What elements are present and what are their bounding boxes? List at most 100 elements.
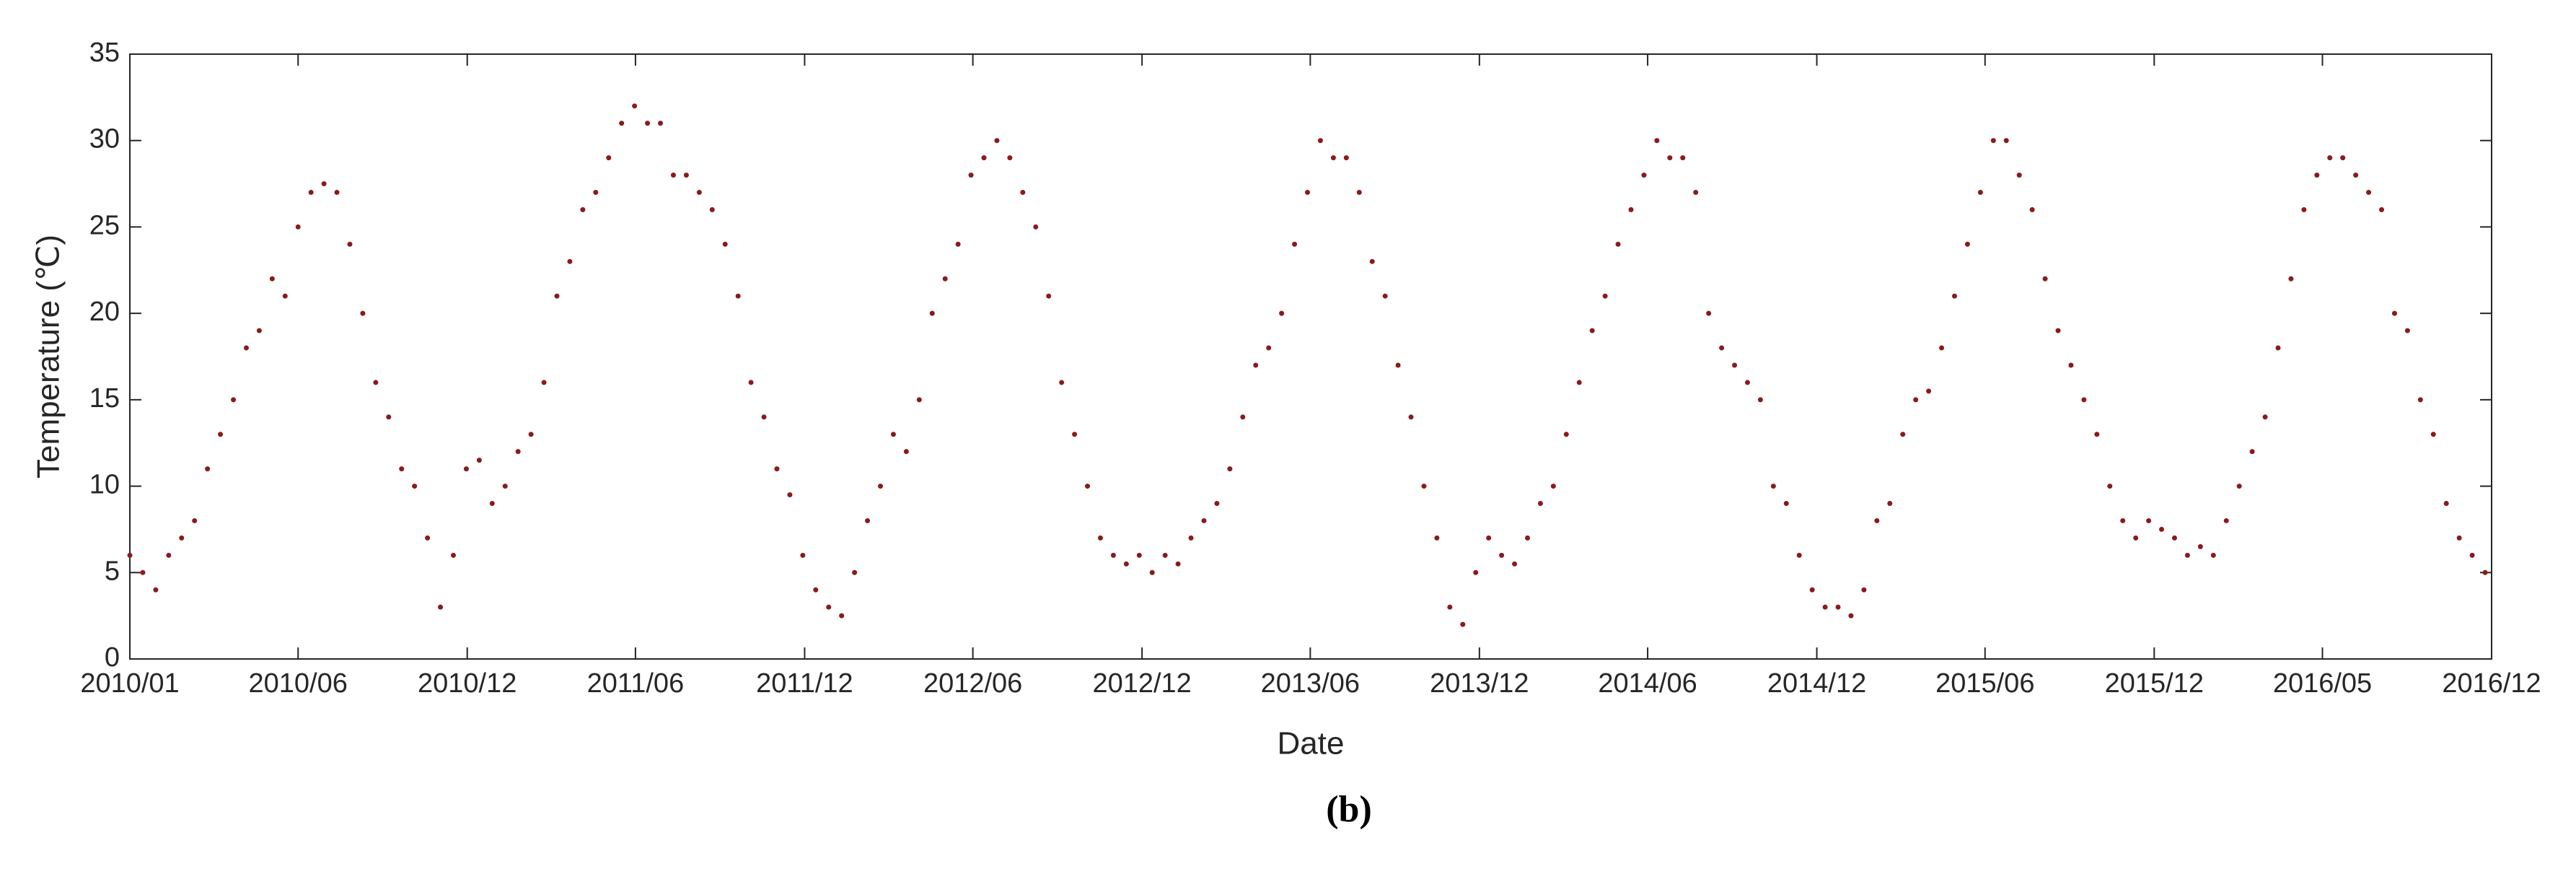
x-tick-label: 2011/06 [587,668,685,699]
data-point [580,206,586,212]
x-tick-label: 2016/05 [2273,668,2372,699]
data-point [1719,345,1725,351]
data-point [1421,484,1427,489]
data-point [942,276,948,281]
data-point [2081,397,2087,403]
data-point [2366,190,2372,196]
data-point [606,155,612,161]
data-point [878,484,884,489]
data-point [166,552,172,558]
data-point [2042,276,2048,281]
data-point [308,190,314,196]
data-point [1990,138,1996,144]
data-point [2262,414,2268,420]
x-axis-label: Date [1278,726,1345,761]
data-point [2210,552,2216,558]
data-point [1097,535,1103,541]
data-point [1395,362,1401,368]
data-point [1123,561,1129,567]
data-point [1020,190,1026,196]
data-point [282,293,288,299]
data-point [1046,293,1052,299]
data-point [1524,535,1530,541]
data-point [1874,518,1880,523]
data-point [670,173,676,178]
data-point [658,121,664,126]
x-tick-label: 2011/12 [756,668,853,699]
data-point [140,569,146,575]
data-point [2391,310,2397,316]
data-point [2327,155,2333,161]
data-point [463,466,469,472]
data-point [1343,155,1349,161]
data-point [748,380,754,385]
data-point [541,380,547,385]
data-point [1537,501,1543,507]
data-point [554,293,560,299]
data-point [334,190,340,196]
x-tick-label: 2014/06 [1598,668,1697,699]
y-tick-label: 35 [89,38,120,68]
data-point [1667,155,1673,161]
data-point [2275,345,2281,351]
data-point [1279,310,1285,316]
x-tick-label: 2013/12 [1430,668,1529,699]
data-point [1732,362,1738,368]
y-tick-label: 15 [89,383,120,414]
data-point [981,155,987,161]
data-point [1486,535,1492,541]
data-point [231,397,237,403]
data-point [321,181,327,187]
data-point [1136,552,1142,558]
data-point [800,552,806,558]
data-point [2456,535,2462,541]
data-point [2055,328,2061,333]
data-point [1240,414,1246,420]
data-point [1408,414,1414,420]
data-point [1175,561,1181,567]
data-point [1848,613,1854,619]
data-point [153,587,159,593]
data-point [2171,535,2177,541]
data-point [2482,569,2488,575]
data-point [813,587,819,593]
data-point [1162,552,1168,558]
data-point [399,466,405,472]
data-point [735,293,741,299]
data-point [2068,362,2074,368]
data-point [179,535,185,541]
data-point [373,380,379,385]
data-point [476,458,482,463]
x-tick-label: 2013/06 [1261,668,1360,699]
data-point [722,241,728,247]
data-point [1939,345,1945,351]
caption: (b) [1326,789,1372,830]
x-tick-label: 2016/12 [2442,668,2541,699]
data-point [1369,258,1375,264]
data-point [929,310,935,316]
data-point [826,604,832,610]
data-point [1757,397,1763,403]
data-point [2094,432,2100,437]
data-point [1266,345,1272,351]
data-point [2107,484,2113,489]
data-point [2417,397,2423,403]
data-point [2430,432,2436,437]
x-tick-label: 2010/06 [249,668,348,699]
data-point [1926,388,1932,394]
data-point [1072,432,1078,437]
y-tick-label: 5 [105,556,120,586]
data-point [515,449,521,455]
x-tick-label: 2015/12 [2105,668,2204,699]
data-point [450,552,456,558]
data-point [1913,397,1919,403]
data-point [1356,190,1362,196]
data-point [2146,518,2152,523]
data-point [256,328,262,333]
data-point [865,518,871,523]
y-axis-label: Temperature (℃) [31,235,66,479]
data-point [1033,224,1039,230]
data-point [619,121,625,126]
data-point [127,552,133,558]
